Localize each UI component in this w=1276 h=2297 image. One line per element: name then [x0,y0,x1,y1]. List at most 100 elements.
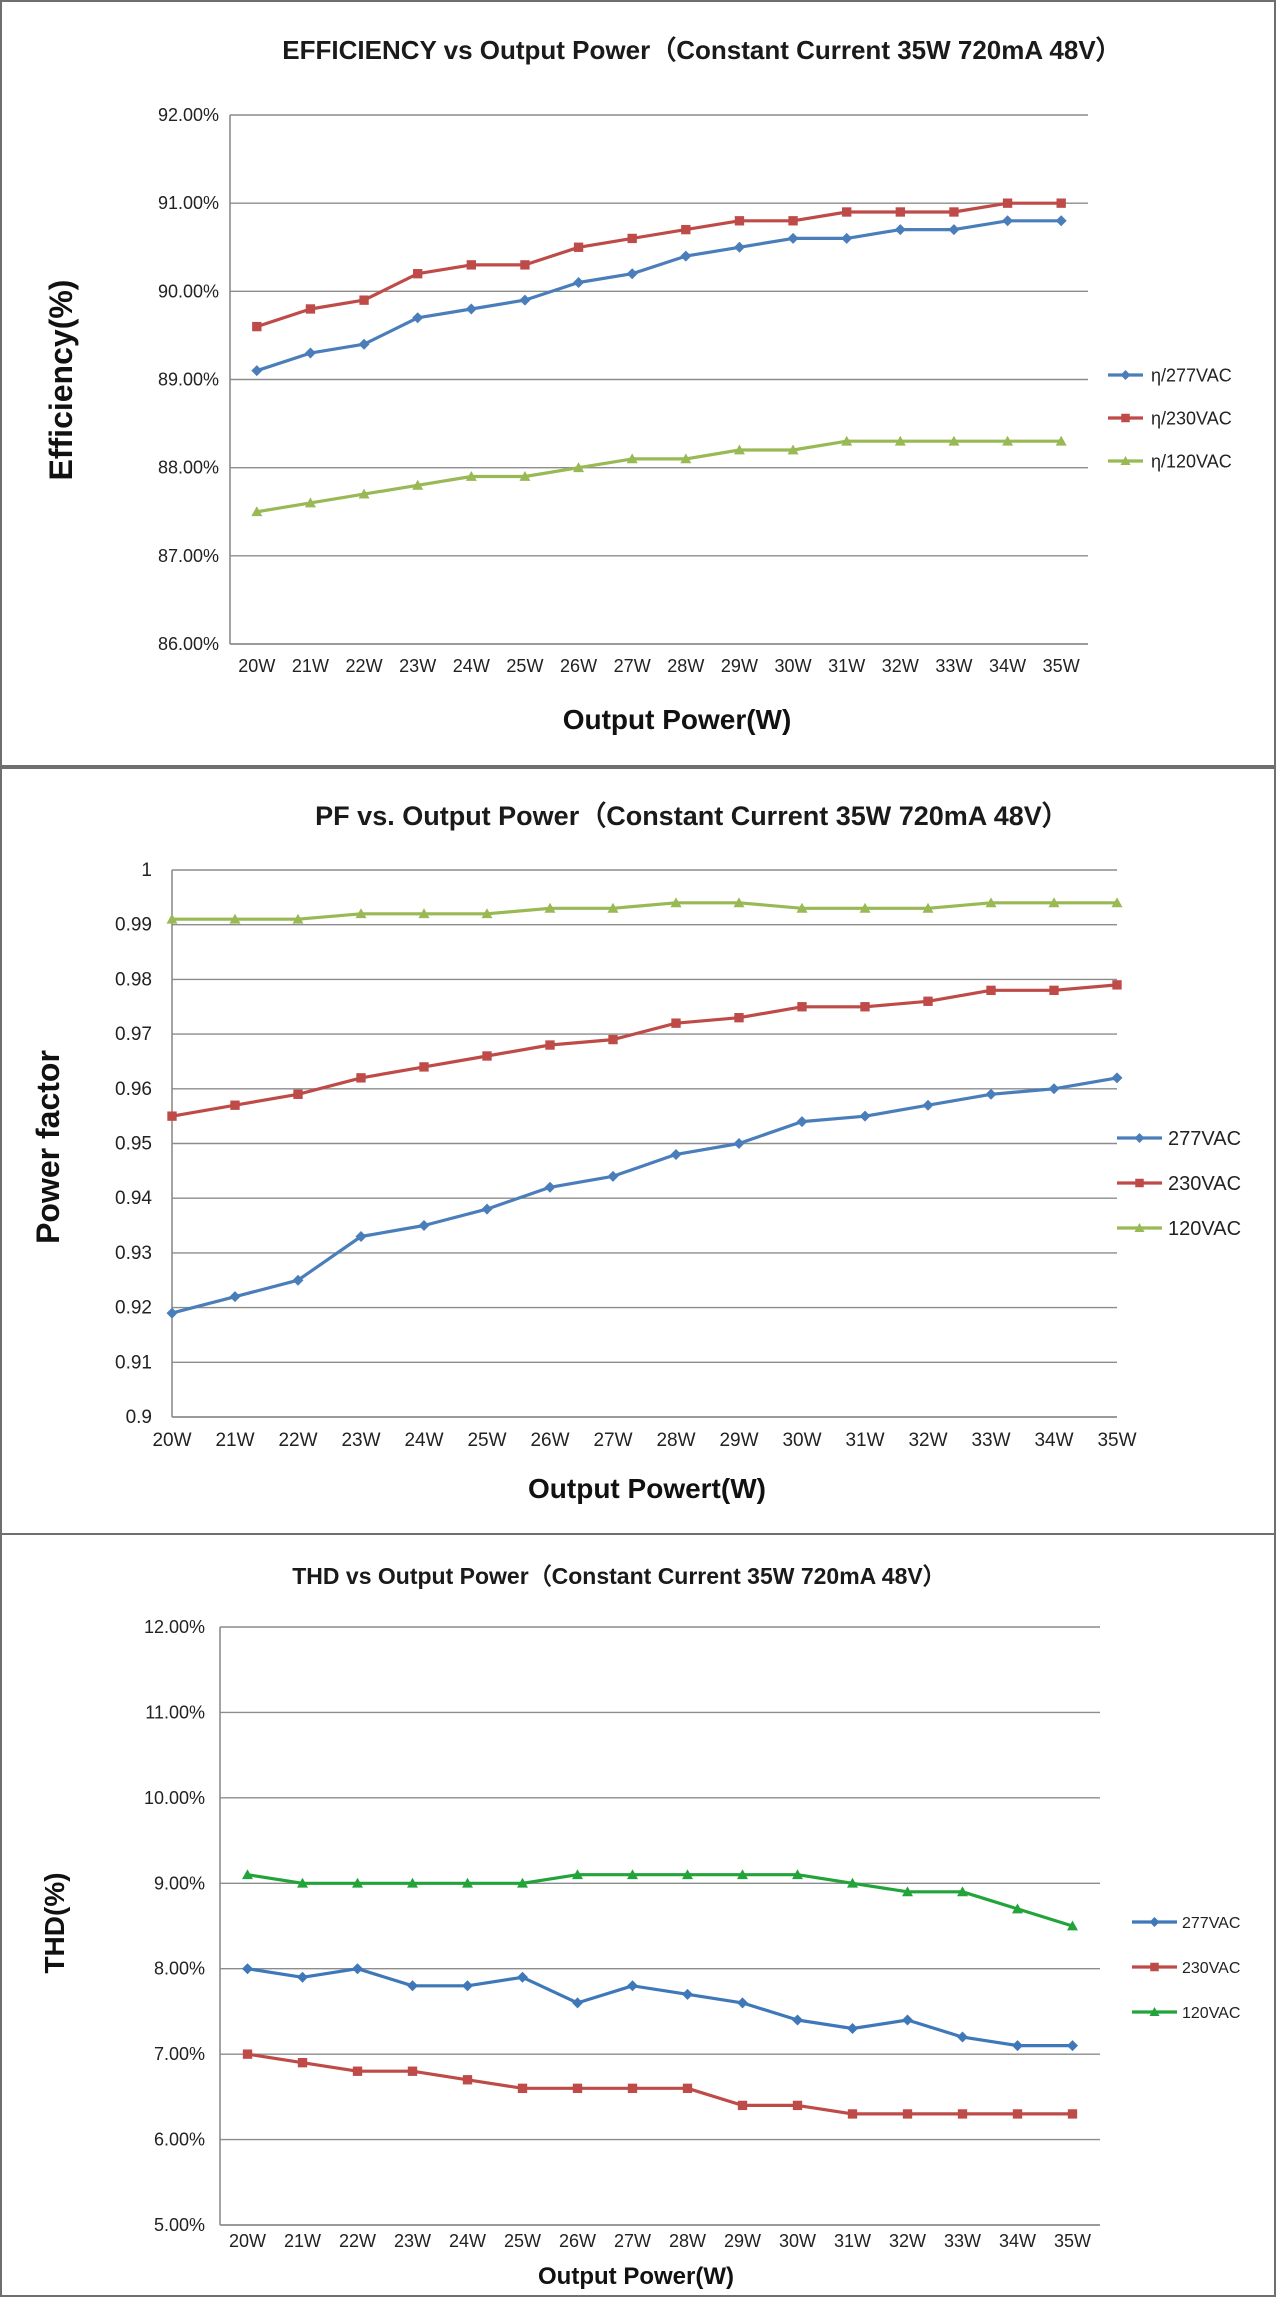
data-point [297,1877,308,1888]
data-point [544,1181,556,1193]
data-point [787,444,799,455]
y-tick-label: 9.00% [154,1873,205,1893]
data-point [737,1869,748,1880]
data-point [985,897,997,908]
legend: 277VAC 230VAC 120VAC [1117,1128,1241,1240]
data-point [948,224,960,236]
x-tick-label: 22W [346,656,383,676]
data-point [671,1018,681,1028]
data-point [734,1013,744,1023]
data-point [682,1988,693,2000]
x-tick-label: 31W [845,1430,884,1451]
data-point [292,913,304,924]
data-point [1067,2109,1078,2119]
data-point [627,1869,638,1880]
series-line [171,983,1118,1118]
x-tick-label: 33W [971,1430,1010,1451]
series [251,215,1067,377]
data-point [519,294,531,306]
data-point [359,295,369,305]
data-point [466,260,476,270]
x-tick-label: 25W [504,2231,541,2251]
y-tick-label: 0.92 [115,1298,152,1319]
data-point [229,1291,241,1303]
data-point [682,2083,693,2093]
data-point [922,1099,934,1111]
data-point [922,902,934,913]
x-tick-label: 31W [834,2231,871,2251]
data-point [626,268,638,280]
data-point [1120,370,1131,380]
data-point [842,207,852,217]
data-point [680,250,692,262]
power-factor-chart: 0.9 0.91 0.92 0.93 0.94 0.95 0.96 0.97 0.98 0.99 1… [30,801,1241,1504]
y-tick-label: 88.00% [158,458,219,478]
x-tick-label: 34W [989,656,1026,676]
data-point [242,1963,253,1975]
data-point [462,2075,473,2085]
y-tick-label: 0.9 [126,1407,152,1428]
x-tick-label: 26W [559,2231,596,2251]
series [251,435,1067,517]
data-point [670,897,682,908]
y-tick-label: 0.98 [115,969,152,990]
y-tick-label: 0.95 [115,1134,152,1155]
x-tick-label: 32W [882,656,919,676]
x-tick-label: 27W [614,656,651,676]
data-point [297,1971,308,1983]
data-point [304,497,316,508]
data-point [465,470,477,481]
data-point [895,207,905,217]
data-point [670,1148,682,1160]
data-point [733,444,745,455]
data-point [358,488,370,499]
data-point [520,260,530,270]
data-point [1150,1962,1159,1972]
data-point [167,1111,177,1121]
data-point [251,365,263,377]
data-point [1149,2007,1160,2016]
data-point [957,2109,968,2119]
data-point [737,1997,748,2009]
x-tick-label: 24W [404,1430,443,1451]
data-point [229,913,241,924]
y-tick-label: 0.99 [115,915,152,936]
data-point [1067,2040,1078,2052]
data-point [902,1886,913,1897]
data-point [412,312,424,324]
thd-chart: 5.00% 6.00% 7.00% 8.00% 9.00% 10.00% 11.00% 12.… [39,1563,1240,2290]
x-tick-label: 35W [1043,656,1080,676]
series [252,198,1066,332]
y-tick-label: 91.00% [158,193,219,213]
data-point [957,2031,968,2043]
series-line [256,201,1062,329]
x-tick-label: 34W [999,2231,1036,2251]
x-tick-label: 26W [530,1430,569,1451]
data-point [519,470,531,481]
data-point [356,1073,366,1083]
data-point [1002,198,1013,208]
data-point [733,897,745,908]
data-point [841,232,853,244]
data-point [352,2066,363,2076]
series-line [171,1076,1118,1315]
power-factor-chart-panel: 0.9 0.91 0.92 0.93 0.94 0.95 0.96 0.97 0.98 0.99 1… [0,767,1276,1535]
data-point [413,269,423,279]
series [242,1963,1078,2052]
data-point [902,2014,913,2026]
series-line [256,439,1062,514]
x-tick-label: 22W [278,1430,317,1451]
data-point [1111,897,1123,908]
y-tick-label: 90.00% [158,281,219,301]
data-point [1134,1133,1145,1143]
data-point [293,1089,303,1099]
x-tick-label: 30W [775,656,812,676]
data-point [847,1877,858,1888]
x-tick-label: 29W [721,656,758,676]
data-point [1002,435,1014,446]
data-point [412,479,424,490]
data-point [573,277,585,289]
data-point [1048,897,1060,908]
x-tick-label: 32W [889,2231,926,2251]
series-line [247,2052,1073,2116]
